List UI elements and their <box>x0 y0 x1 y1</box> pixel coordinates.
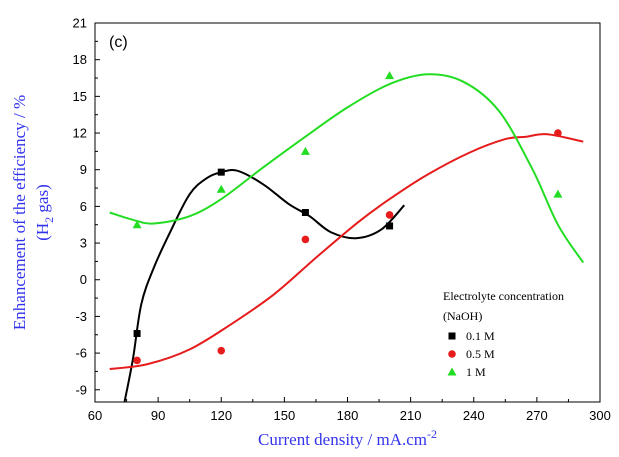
y-tick-label: 18 <box>73 52 87 67</box>
fit-line-0_1-m <box>123 169 406 402</box>
fit-line-1-m <box>109 73 585 264</box>
data-point-0_1-m <box>301 209 309 216</box>
y-tick-label: -9 <box>75 382 87 397</box>
series-1-m <box>109 71 585 264</box>
y-axis-title-line2-post: gas) <box>33 184 52 217</box>
data-point-0_5-m <box>301 235 310 244</box>
series-0_1-m <box>123 168 406 402</box>
axis-ticks: 60 90 120 150 180 210 240 270 300 -9 -6 -3 0 3 6 9 12 15 1… <box>73 16 611 424</box>
data-point-1-m <box>385 71 395 80</box>
x-tick-label: 120 <box>210 408 232 423</box>
legend-marker-0_5-m <box>448 350 456 358</box>
x-tick-label: 90 <box>151 408 165 423</box>
legend-label-1-m: 1 M <box>466 365 486 379</box>
x-tick-label: 150 <box>274 408 296 423</box>
legend-marker-1-m <box>447 367 457 376</box>
data-point-0_5-m <box>133 356 141 365</box>
y-axis-title-line2-sub: 2 <box>42 217 56 223</box>
x-axis-title-sup: -2 <box>427 427 437 441</box>
y-tick-label: 21 <box>73 16 87 31</box>
y-tick-label: 0 <box>80 272 87 287</box>
legend-label-0_1-m: 0.1 M <box>466 329 495 343</box>
x-tick-label: 240 <box>463 408 485 423</box>
data-point-0_5-m <box>554 129 562 137</box>
legend-title-line2: (NaOH) <box>443 309 482 323</box>
data-point-0_1-m <box>217 168 225 176</box>
data-point-1-m <box>216 184 226 193</box>
y-axis-title-line1: Enhancement of the efficiency / % <box>10 95 29 330</box>
y-axis-title-line2-pre: (H <box>33 223 52 241</box>
y-tick-label: 3 <box>80 236 87 251</box>
data-point-1-m <box>553 189 563 198</box>
legend-entries: 0.1 M 0.5 M 1 M <box>447 329 495 379</box>
x-tick-label: 60 <box>88 408 102 423</box>
panel-label: (c) <box>109 34 128 51</box>
y-tick-label: 6 <box>80 199 87 214</box>
y-tick-label: 9 <box>80 162 87 177</box>
plot-frame <box>94 22 601 403</box>
y-tick-label: -3 <box>75 309 87 324</box>
legend-title-line1: Electrolyte concentration <box>443 289 564 303</box>
legend-marker-0_1-m <box>448 332 456 340</box>
data-point-1-m <box>300 146 310 155</box>
data-point-0_1-m <box>386 222 394 230</box>
data-point-1-m <box>132 220 142 229</box>
x-tick-label: 300 <box>589 408 611 423</box>
y-tick-label: -6 <box>75 346 87 361</box>
data-point-0_5-m <box>217 346 226 355</box>
fit-line-0_5-m <box>109 133 584 370</box>
legend-label-0_5-m: 0.5 M <box>466 347 495 361</box>
series-0_5-m <box>109 129 584 370</box>
x-tick-label: 210 <box>400 408 422 423</box>
x-axis-title: Current density / mA.cm-2 <box>258 427 437 449</box>
legend: Electrolyte concentration (NaOH) 0.1 M0.… <box>443 289 564 379</box>
series-layer <box>109 71 585 402</box>
data-point-0_1-m <box>133 330 141 338</box>
y-tick-label: 15 <box>73 89 87 104</box>
data-point-0_5-m <box>385 211 394 219</box>
y-axis-title-line2: (H2 gas) <box>33 184 56 241</box>
x-tick-label: 180 <box>337 408 359 423</box>
x-axis-title-main: Current density / mA.cm <box>258 430 427 449</box>
x-tick-label: 270 <box>526 408 548 423</box>
y-tick-label: 12 <box>73 126 87 141</box>
